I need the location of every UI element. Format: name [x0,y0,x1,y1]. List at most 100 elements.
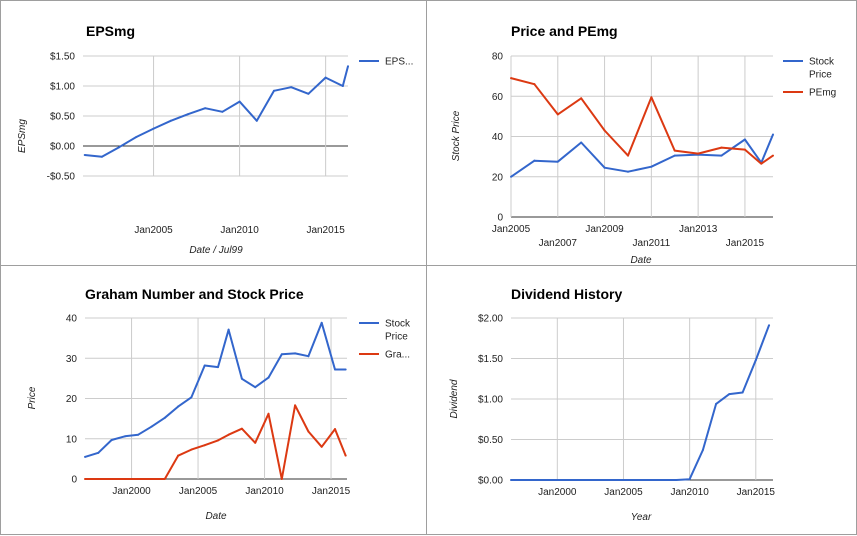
chart-title: Price and PEmg [511,23,618,39]
y-tick-label: $0.50 [478,435,503,446]
data-point [510,175,512,178]
data-point [177,454,180,457]
data-point [135,136,138,138]
y-tick-label: $0.00 [478,476,503,487]
data-point [227,433,230,436]
data-point [227,328,230,331]
data-point [650,165,653,168]
data-point [221,110,224,113]
series-line-0 [511,324,770,481]
y-axis-title: Price [27,386,38,409]
data-point [163,416,166,419]
data-point [84,455,86,458]
data-point [203,444,206,447]
x-tick-label: Jan2015 [306,225,345,236]
data-point [177,405,180,408]
y-tick-label: 30 [66,354,78,365]
data-point [697,152,700,155]
data-point [123,435,126,438]
x-tick-label: Jan2005 [134,225,173,236]
x-tick-label: Jan2015 [312,486,351,497]
price-pe-chart-svg: Price and PEmg 0 20 40 60 80 Jan2005 Jan2007 Jan… [451,23,836,266]
x-axis-title: Date / Jul99 [189,245,243,256]
series-line-1 [510,77,774,165]
data-point [701,449,704,452]
x-tick-label: Jan2013 [679,224,718,235]
data-point [273,89,276,92]
data-point [110,438,113,441]
data-point [341,85,344,87]
y-tick-label: $2.00 [478,314,503,325]
data-point [267,376,270,379]
data-point [203,364,206,367]
data-point [190,448,193,451]
data-point [580,97,583,100]
data-point [307,355,310,358]
series-line-0 [510,134,774,178]
data-point [720,146,723,149]
x-tick-label: Jan2005 [179,486,218,497]
x-tick-label: Jan2010 [245,486,284,497]
data-point [137,433,140,436]
data-point [556,479,559,481]
x-tick-label: Jan2015 [737,487,776,498]
data-point [216,366,219,369]
data-point [294,352,297,355]
y-axis-title: EPSmg [17,119,28,153]
legend-label: Gra... [385,350,410,361]
y-tick-label: 0 [497,213,503,224]
x-axis-title: Year [631,512,652,523]
data-point [673,149,676,152]
y-tick-label: -$0.50 [47,172,76,183]
data-point [204,107,207,110]
data-point [688,478,691,481]
data-point [254,386,257,389]
chart-title: EPSmg [86,23,135,39]
data-point [152,127,155,130]
series-line-1 [85,404,347,480]
x-tick-label: Jan2000 [112,486,151,497]
y-tick-label: 40 [66,314,78,325]
data-point [760,162,763,165]
data-point [334,428,337,431]
x-tick-label: Jan2015 [726,238,765,249]
dividend-chart-svg: Dividend History $0.00 $0.50 $1.00 $1.50 $2.0… [449,286,776,523]
data-point [240,427,243,430]
data-point [347,65,349,68]
y-tick-label: 20 [492,172,504,183]
x-tick-label: Jan2007 [539,238,578,249]
data-point [603,166,606,169]
y-axis-title: Stock Price [451,110,462,161]
y-tick-label: $1.00 [50,82,75,93]
x-tick-label: Jan2005 [604,487,643,498]
data-point [163,478,166,480]
legend-label: Price [385,332,408,343]
data-point [720,154,723,157]
data-point [290,86,293,89]
data-point [743,138,746,141]
data-point [324,76,327,79]
data-point [254,441,257,444]
x-tick-label: Jan2000 [538,487,577,498]
y-tick-label: 60 [492,92,504,103]
data-point [715,402,718,405]
x-tick-label: Jan2009 [585,224,624,235]
legend-label: Stock [385,319,411,330]
y-tick-label: 20 [66,394,78,405]
data-point [510,479,512,481]
data-point [307,430,310,433]
data-point [123,478,126,480]
data-point [84,478,86,480]
legend-label: EPS... [385,57,413,68]
data-point [728,393,731,396]
data-point [743,148,746,151]
data-point [334,368,337,371]
x-tick-label: Jan2010 [670,487,709,498]
data-point [533,83,536,86]
eps-chart-panel: EPSmg -$0.50 $0.00 $0.50 $1.00 $1.50 Jan2005 Ja… [0,0,427,266]
y-tick-label: 40 [492,132,504,143]
y-tick-label: 10 [66,434,78,445]
data-point [320,445,323,448]
data-point [240,377,243,380]
chart-title: Graham Number and Stock Price [85,286,304,302]
